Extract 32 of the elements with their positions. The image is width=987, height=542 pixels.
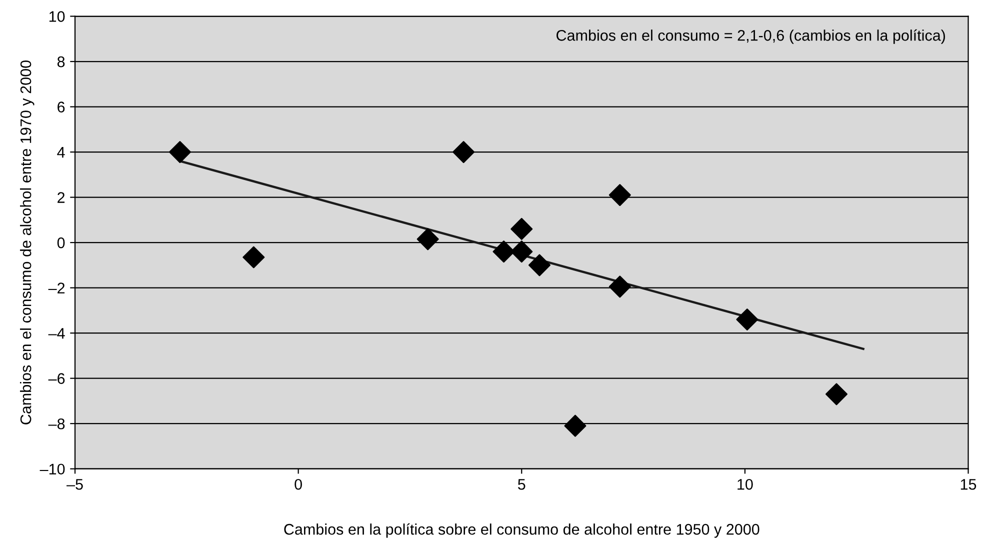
point xyxy=(492,240,515,263)
y-tick-label: 8 xyxy=(57,56,65,68)
point xyxy=(510,218,533,240)
y-tick-label: 2 xyxy=(58,192,65,203)
y-tick-label: –8 xyxy=(48,418,65,430)
y-tick-label: 4 xyxy=(57,147,65,158)
point xyxy=(736,308,758,330)
y-tick-label: 0 xyxy=(57,237,65,248)
point xyxy=(826,383,848,406)
x-tick-label: 5 xyxy=(518,479,526,490)
x-tick-label: 10 xyxy=(738,478,753,490)
point xyxy=(608,276,631,298)
point xyxy=(168,141,191,164)
point xyxy=(242,246,265,268)
point xyxy=(528,254,550,276)
x-axis-title: Cambios en la política sobre el consumo de alcohol entre 1950 y 2000 xyxy=(284,523,760,538)
y-tick-label: –6 xyxy=(48,373,65,384)
y-tick-label: 10 xyxy=(49,11,65,22)
point xyxy=(416,228,439,250)
y-tick-label: –4 xyxy=(48,328,65,339)
y-axis-title: Cambios en el consumo de alcohol entre 1970 y 2000 xyxy=(20,60,34,424)
y-tick-label: –2 xyxy=(48,282,65,294)
y-tick-label: –10 xyxy=(40,464,65,475)
x-tick-label: 15 xyxy=(960,479,976,490)
x-tick-label: 0 xyxy=(294,478,302,490)
y-tick-label: 6 xyxy=(58,102,65,112)
point xyxy=(564,414,586,437)
x-tick-label: –5 xyxy=(66,479,83,490)
point xyxy=(452,141,475,164)
point xyxy=(608,184,631,206)
point xyxy=(510,240,533,263)
annotation: Cambios en el consumo = 2,1-0,6 (cambios en la política) xyxy=(556,29,945,44)
